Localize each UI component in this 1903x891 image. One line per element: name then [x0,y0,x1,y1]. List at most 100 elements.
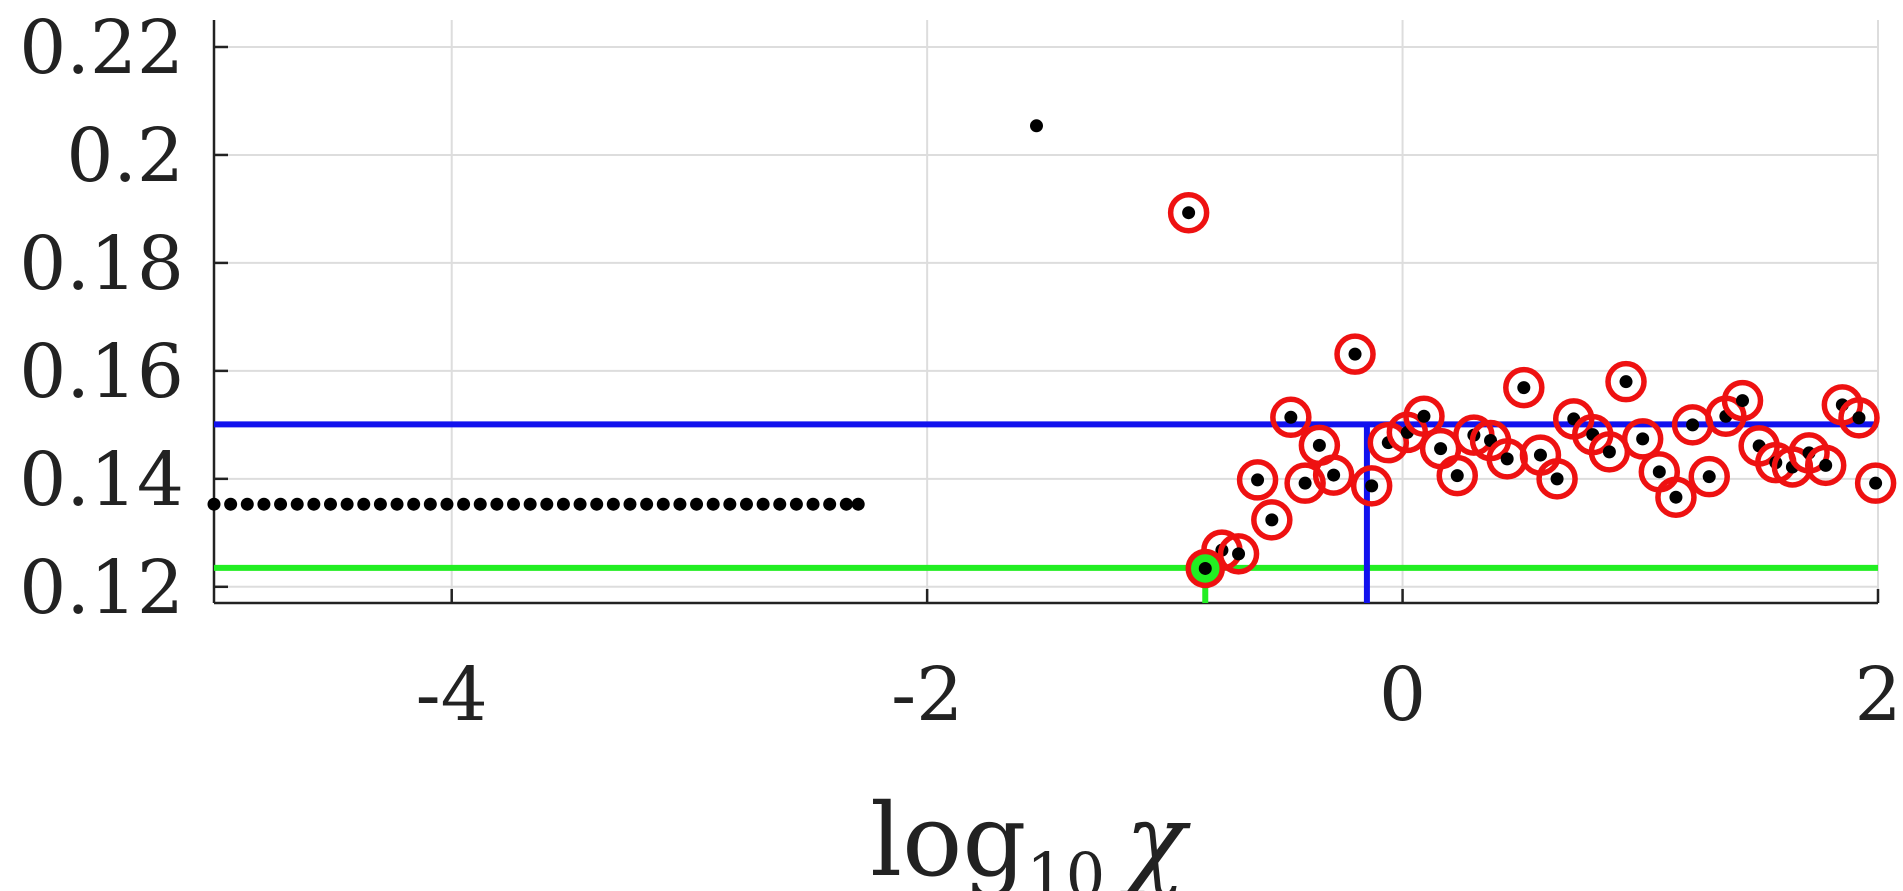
circled-ring [1403,395,1445,437]
plateau-point [606,497,620,511]
circled-point [1327,468,1341,482]
circled-point [1348,347,1362,361]
y-tick-label: 0.16 [19,329,184,415]
plateau-point [623,497,637,511]
circled-point [1869,476,1883,490]
circled-ring [1436,454,1478,497]
plateau-point [357,497,371,511]
circled-point [1602,445,1616,459]
circled-ring [1605,360,1647,403]
circled-ring [1312,454,1355,496]
plateau-point [490,497,504,511]
y-tick-label: 0.12 [19,545,184,631]
plateau-point [851,497,865,511]
plateau-point [656,497,670,511]
circled-ring [1217,533,1260,575]
plateau-point [823,497,837,511]
best-point [1198,561,1212,575]
circled-point [1819,458,1833,472]
circled-point [1284,410,1298,424]
circled-ring [1167,191,1210,234]
x-axis-title: log10 χ [870,782,1191,891]
plateau-point [640,497,654,511]
y-tick-label: 0.2 [66,113,184,199]
plateau-point [224,497,238,511]
circled-ring [1334,333,1376,375]
circled-point [1550,472,1564,486]
circled-point [1736,394,1750,408]
plateau-point [423,497,437,511]
circled-point [1182,206,1196,220]
uncircled-point [1029,119,1043,133]
circled-point [1702,470,1716,484]
x-axis-title-subscript: 10 [1026,839,1105,891]
circled-ring [1236,459,1279,501]
x-tick-label: 0 [1379,652,1426,738]
circled-point [1312,438,1326,452]
circled-point [1265,513,1279,527]
y-tick-label: 0.18 [19,221,184,307]
plateau-point [573,497,587,511]
circled-point [1669,490,1683,504]
circled-point [1365,479,1379,493]
plateau-point [556,497,570,511]
plateau-point [706,497,720,511]
plateau-point [590,497,604,511]
plateau-point [673,497,687,511]
plateau-point [207,497,221,511]
y-tick-label: 0.14 [19,437,184,523]
grid [214,20,1879,603]
circled-point [1450,469,1464,483]
circled-ring [1621,418,1664,460]
circled-point [1686,418,1700,432]
circled-ring [1284,462,1326,504]
circled-point [1500,452,1514,466]
plateau-point [756,497,770,511]
circled-point [1232,547,1246,561]
circled-point [1636,432,1650,446]
circled-ring [1804,444,1847,487]
circled-ring [1536,458,1578,500]
circled-point [1298,476,1312,490]
plateau-point [257,497,271,511]
tick-labels: 0.12 0.14 0.16 0.18 0.2 0.22 -4 -2 0 2 [19,5,1901,738]
circled-point [1251,473,1265,487]
plateau-point [806,497,820,511]
plateau-point [274,497,288,511]
x-tick-label: -4 [416,652,488,738]
circled-ring [1270,396,1312,439]
plateau-point [373,497,387,511]
x-axis-title-base: log [870,782,1026,891]
plateau-point [440,497,454,511]
x-tick-label: -2 [891,652,963,738]
circled-ring [1838,397,1880,439]
reference-lines [214,421,1878,603]
circled-point [1852,411,1866,425]
plateau-point [523,497,537,511]
x-axis-title-symbol: χ [1119,782,1191,891]
plateau-point [690,497,704,511]
plateau-point [307,497,321,511]
plateau-point [507,497,521,511]
plateau-point [473,497,487,511]
plateau-point [540,497,554,511]
plateau-point [723,497,737,511]
circled-ring [1854,462,1897,504]
plateau-point [290,497,304,511]
circled-point [1652,465,1666,479]
x-tick-label: 2 [1854,652,1901,738]
circled-ring [1350,465,1393,507]
circled-point [1417,409,1431,423]
y-tick-label: 0.22 [19,5,184,91]
circled-ring [1688,455,1730,498]
plateau-point [390,497,404,511]
plateau-point [407,497,421,511]
plateau-point [323,497,337,511]
circled-point [1619,375,1633,389]
plateau-point [457,497,471,511]
data-points [207,119,1897,589]
plateau-point [340,497,354,511]
circled-point [1517,381,1531,395]
